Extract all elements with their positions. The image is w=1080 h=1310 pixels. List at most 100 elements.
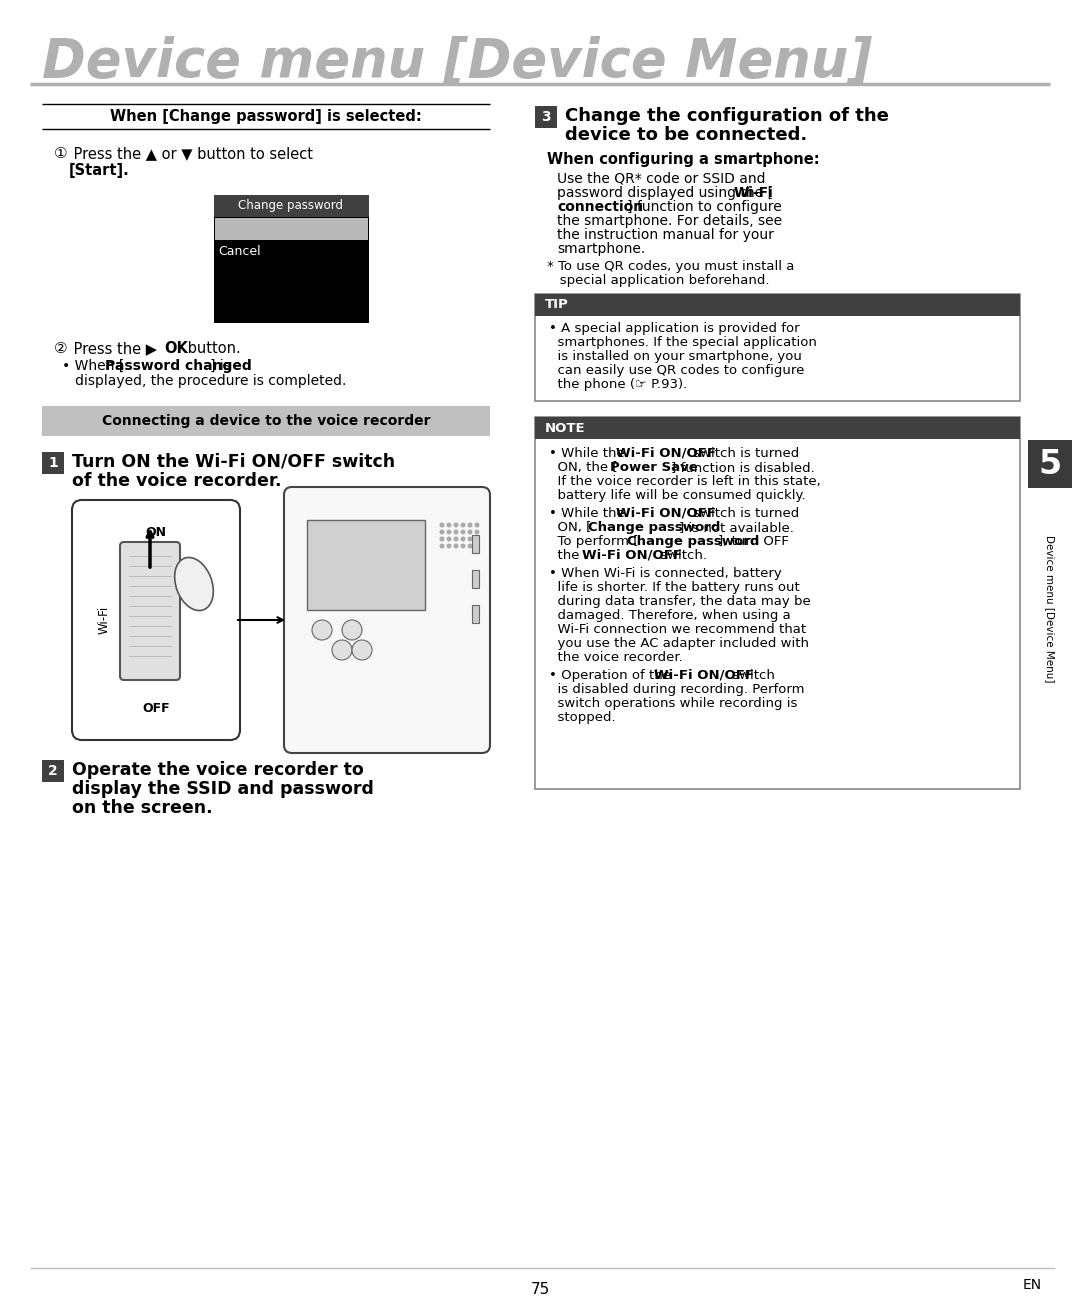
Text: smartphones. If the special application: smartphones. If the special application [549, 335, 816, 348]
Text: Press the ▶: Press the ▶ [69, 341, 157, 356]
Text: is disabled during recording. Perform: is disabled during recording. Perform [549, 683, 805, 696]
Text: • While the: • While the [549, 507, 629, 520]
Circle shape [441, 531, 444, 533]
Text: ON, the [: ON, the [ [549, 461, 618, 474]
Circle shape [312, 620, 332, 641]
Text: • Operation of the: • Operation of the [549, 669, 675, 683]
Text: Device menu [Device Menu]: Device menu [Device Menu] [42, 35, 873, 88]
Text: ①: ① [54, 145, 68, 161]
Text: NOTE: NOTE [545, 422, 585, 435]
Text: • When Wi-Fi is connected, battery: • When Wi-Fi is connected, battery [549, 567, 782, 580]
Text: [Start].: [Start]. [69, 162, 130, 178]
Text: password displayed using the [: password displayed using the [ [557, 186, 773, 200]
Text: on the screen.: on the screen. [72, 799, 213, 817]
Text: switch: switch [728, 669, 774, 683]
Text: 3: 3 [541, 110, 551, 124]
Text: ] is: ] is [210, 359, 231, 373]
Text: switch operations while recording is: switch operations while recording is [549, 697, 797, 710]
Bar [42, 760, 64, 782]
Text: the smartphone. For details, see: the smartphone. For details, see [557, 214, 782, 228]
Text: stopped.: stopped. [549, 711, 616, 724]
Bar [472, 534, 480, 553]
Text: switch is turned: switch is turned [689, 447, 799, 460]
Text: ON: ON [146, 525, 166, 538]
Text: Wi-Fi: Wi-Fi [734, 186, 773, 200]
FancyBboxPatch shape [284, 487, 490, 753]
Text: during data transfer, the data may be: during data transfer, the data may be [549, 595, 811, 608]
Circle shape [461, 537, 464, 541]
Text: • While the: • While the [549, 447, 629, 460]
Text: If the voice recorder is left in this state,: If the voice recorder is left in this st… [549, 476, 821, 489]
Text: switch is turned: switch is turned [689, 507, 799, 520]
Circle shape [332, 641, 352, 660]
Text: Press the ▲ or ▼ button to select: Press the ▲ or ▼ button to select [69, 145, 313, 161]
Text: ] function to configure: ] function to configure [627, 200, 782, 214]
Bar [215, 217, 367, 240]
Text: When [Change password] is selected:: When [Change password] is selected: [110, 109, 422, 123]
Text: 1: 1 [49, 456, 58, 470]
Text: ON, [: ON, [ [549, 521, 592, 534]
Text: ], turn OFF: ], turn OFF [718, 534, 789, 548]
Text: 2: 2 [49, 764, 58, 778]
Circle shape [461, 544, 464, 548]
Text: Password changed: Password changed [105, 359, 252, 373]
Bar [42, 452, 64, 474]
Text: Device menu [Device Menu]: Device menu [Device Menu] [1045, 536, 1055, 683]
Text: ] is not available.: ] is not available. [679, 521, 794, 534]
Text: can easily use QR codes to configure: can easily use QR codes to configure [549, 364, 805, 377]
Circle shape [352, 641, 372, 660]
FancyBboxPatch shape [120, 542, 180, 680]
Text: life is shorter. If the battery runs out: life is shorter. If the battery runs out [549, 582, 800, 593]
Text: Cancel: Cancel [218, 245, 261, 258]
Circle shape [455, 544, 458, 548]
Text: When configuring a smartphone:: When configuring a smartphone: [546, 152, 820, 166]
Bar [307, 520, 426, 610]
Circle shape [447, 544, 450, 548]
Text: Turn ON the Wi-Fi ON/OFF switch: Turn ON the Wi-Fi ON/OFF switch [72, 453, 395, 472]
Circle shape [441, 544, 444, 548]
Text: Power Save: Power Save [610, 461, 698, 474]
Bar [214, 195, 368, 324]
Text: ] function is disabled.: ] function is disabled. [671, 461, 814, 474]
Circle shape [469, 523, 472, 527]
Text: button.: button. [183, 341, 241, 356]
Text: switch.: switch. [656, 549, 706, 562]
Text: Change password: Change password [239, 199, 343, 212]
Text: device to be connected.: device to be connected. [565, 126, 807, 144]
Text: damaged. Therefore, when using a: damaged. Therefore, when using a [549, 609, 791, 622]
Circle shape [461, 523, 464, 527]
Text: displayed, the procedure is completed.: displayed, the procedure is completed. [62, 373, 347, 388]
Text: Wi-Fi: Wi-Fi [97, 605, 110, 634]
Bar [214, 195, 368, 217]
Text: smartphone.: smartphone. [557, 242, 645, 255]
Circle shape [342, 620, 362, 641]
Text: the instruction manual for your: the instruction manual for your [557, 228, 774, 242]
Text: connection: connection [557, 200, 643, 214]
Bar [535, 417, 1020, 789]
Text: • A special application is provided for: • A special application is provided for [549, 322, 799, 335]
Text: of the voice recorder.: of the voice recorder. [72, 472, 282, 490]
Text: battery life will be consumed quickly.: battery life will be consumed quickly. [549, 489, 806, 502]
Text: the voice recorder.: the voice recorder. [549, 651, 683, 664]
Text: OFF: OFF [143, 701, 170, 714]
Text: you use the AC adapter included with: you use the AC adapter included with [549, 637, 809, 650]
Text: 75: 75 [530, 1282, 550, 1297]
Text: is installed on your smartphone, you: is installed on your smartphone, you [549, 350, 801, 363]
Circle shape [469, 537, 472, 541]
Circle shape [455, 523, 458, 527]
Bar [1028, 440, 1072, 489]
Text: Wi-Fi ON/OFF: Wi-Fi ON/OFF [582, 549, 683, 562]
Text: the: the [549, 549, 584, 562]
Text: Wi-Fi connection we recommend that: Wi-Fi connection we recommend that [549, 624, 806, 635]
Text: Connecting a device to the voice recorder: Connecting a device to the voice recorde… [102, 414, 430, 428]
Text: special application beforehand.: special application beforehand. [546, 274, 769, 287]
Circle shape [455, 531, 458, 533]
Text: Change password: Change password [626, 534, 759, 548]
Bar [535, 293, 1020, 316]
Text: To perform [: To perform [ [549, 534, 638, 548]
Circle shape [461, 531, 464, 533]
Bar [535, 293, 1020, 401]
Text: ②: ② [54, 341, 68, 356]
Circle shape [475, 531, 478, 533]
Text: Start: Start [218, 221, 249, 234]
